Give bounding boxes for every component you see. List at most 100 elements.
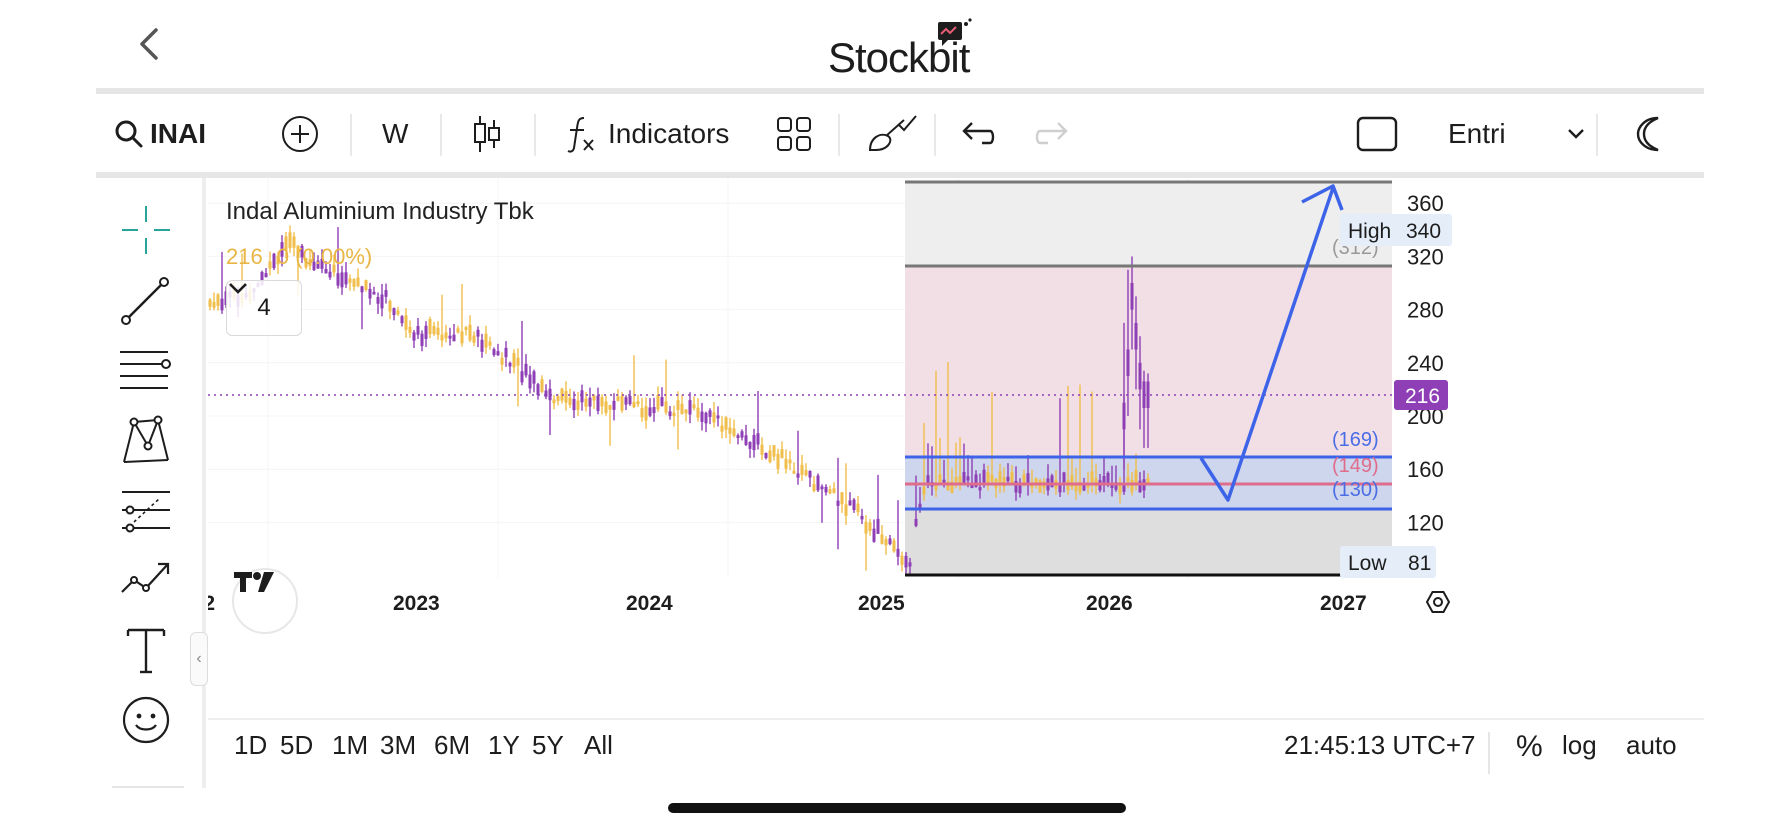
undo-button[interactable] — [960, 96, 996, 172]
toolbar-separator — [838, 114, 840, 156]
candle-body — [1022, 474, 1026, 484]
theme-toggle-button[interactable] — [1632, 96, 1668, 172]
candle-body — [508, 362, 512, 367]
range-button-3m[interactable]: 3M — [380, 730, 417, 760]
candle-body — [660, 397, 664, 406]
price-axis-label: 320 — [1407, 244, 1444, 269]
candle-body — [946, 481, 950, 491]
candle-body — [1034, 478, 1038, 484]
settings-gear-icon[interactable] — [1425, 591, 1451, 613]
candle-body — [632, 402, 636, 408]
candle-body — [288, 232, 292, 249]
candle-body — [616, 396, 620, 401]
candle-body — [292, 236, 296, 248]
low-label: Low — [1348, 552, 1387, 575]
trend-line-tool[interactable] — [118, 272, 174, 328]
candle-body — [954, 477, 958, 482]
candle-body — [1006, 476, 1010, 482]
candle-body — [938, 474, 942, 484]
tradingview-logo[interactable] — [232, 568, 298, 634]
candle-body — [884, 539, 888, 546]
projection-arrow[interactable] — [1199, 187, 1335, 502]
range-button-1m[interactable]: 1M — [332, 730, 369, 760]
candle-body — [572, 398, 576, 411]
prediction-icon — [122, 491, 170, 533]
range-button-6m[interactable]: 6M — [434, 730, 471, 760]
text-tool[interactable] — [118, 622, 174, 678]
range-button-5d[interactable]: 5D — [280, 730, 314, 760]
candle-body — [556, 396, 560, 402]
candle-body — [808, 470, 812, 478]
last-price: 216 — [226, 244, 263, 269]
pattern-tool[interactable] — [118, 412, 174, 468]
range-button-all[interactable]: All — [584, 730, 613, 760]
candle-body — [1078, 481, 1082, 493]
candle-body — [792, 470, 796, 474]
indicators-button[interactable]: Indicators — [566, 96, 729, 172]
range-button-1d[interactable]: 1D — [234, 730, 268, 760]
compare-symbol-button[interactable] — [280, 96, 320, 172]
percent-scale-toggle[interactable]: % — [1516, 730, 1543, 763]
candle-body — [720, 425, 724, 432]
gear-outline — [1425, 591, 1451, 613]
crosshair-tool[interactable] — [118, 202, 174, 258]
candle-body — [656, 394, 660, 410]
fullscreen-button[interactable] — [1356, 96, 1398, 172]
candle-body — [1102, 476, 1106, 486]
collapse-toolbar-button[interactable]: ‹ — [190, 632, 208, 686]
time-axis-label: 2026 — [1086, 592, 1133, 615]
candle-body — [344, 272, 348, 285]
templates-button[interactable] — [776, 96, 812, 172]
emoji-tool[interactable] — [118, 692, 174, 748]
drawing-tools-button[interactable] — [866, 96, 920, 172]
toolbar-separator — [440, 114, 442, 156]
candle-body — [998, 471, 1002, 484]
price-change: 0 (0.00%) — [276, 244, 373, 269]
time-axis-label: 2025 — [858, 592, 905, 615]
candle-body — [684, 409, 688, 414]
candle-body — [1082, 485, 1086, 491]
range-button-1y[interactable]: 1Y — [488, 730, 520, 760]
candle-body — [592, 395, 596, 401]
log-scale-toggle[interactable]: log — [1562, 730, 1597, 760]
candle-body — [644, 406, 648, 421]
candle-body — [768, 450, 772, 462]
range-button-5y[interactable]: 5Y — [532, 730, 564, 760]
candle-body — [408, 326, 412, 333]
candle-body — [708, 410, 712, 417]
auto-scale-toggle[interactable]: auto — [1626, 730, 1677, 760]
chart-canvas[interactable]: (374)(312)(169)(149)(130)360320280240200… — [208, 178, 1704, 718]
gear-center — [1433, 597, 1443, 607]
candle-body — [356, 277, 360, 287]
candle-body — [1074, 484, 1078, 492]
candle-body — [712, 412, 716, 423]
price-axis-label: 160 — [1407, 457, 1444, 482]
brush-icon — [868, 115, 917, 151]
high-label: High — [1348, 220, 1391, 243]
redo-button[interactable] — [1034, 96, 1070, 172]
candle-body — [464, 327, 468, 331]
forecast-tool[interactable] — [118, 552, 174, 608]
back-button[interactable] — [130, 22, 170, 66]
interval-button[interactable]: W — [382, 96, 408, 172]
candle-body — [688, 400, 692, 415]
candle-body — [900, 555, 904, 565]
candle-body — [744, 435, 748, 445]
chat-bubble-icon — [938, 18, 972, 46]
candle-body — [504, 347, 508, 358]
fib-retracement-tool[interactable] — [118, 342, 174, 398]
candle-body — [384, 290, 388, 297]
indicator-legend-toggle[interactable]: 4 — [226, 280, 302, 336]
chart-type-button[interactable] — [472, 96, 502, 172]
layout-select[interactable]: Entri — [1448, 96, 1586, 172]
candle-body — [532, 371, 536, 384]
prediction-tool[interactable] — [118, 482, 174, 538]
candle-body — [608, 405, 612, 410]
candle-body — [348, 278, 352, 283]
arrow-head — [1301, 184, 1344, 211]
candle-body — [500, 357, 504, 365]
price-chart[interactable]: (374)(312)(169)(149)(130)360320280240200… — [208, 178, 1704, 718]
candle-body — [736, 435, 740, 439]
symbol-title: Indal Aluminium Industry Tbk — [226, 198, 534, 225]
symbol-search-button[interactable]: INAI — [114, 96, 206, 172]
